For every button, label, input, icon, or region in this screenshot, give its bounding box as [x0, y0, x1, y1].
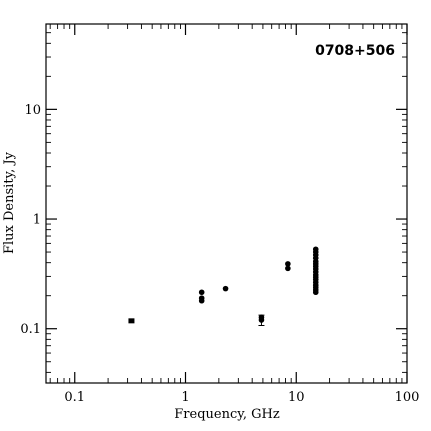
data-points	[128, 246, 319, 326]
data-point	[222, 285, 229, 292]
data-point	[198, 297, 205, 304]
data-point	[312, 289, 319, 296]
data-point	[198, 289, 205, 296]
chart-title: 0708+506	[315, 43, 395, 59]
y-tick-labels: 0.1 1 10	[20, 103, 41, 337]
plot-frame	[45, 23, 408, 384]
y-tick-label: 1	[33, 213, 41, 228]
y-axis-ticks	[46, 23, 407, 373]
x-tick-label: 1	[181, 390, 189, 405]
y-tick-label: 0.1	[20, 322, 41, 337]
y-axis-label: Flux Density, Jy	[2, 151, 17, 254]
x-tick-label: 100	[395, 390, 420, 405]
data-point	[285, 261, 291, 267]
x-tick-label: 0.1	[64, 390, 85, 405]
x-axis-ticks	[49, 24, 408, 383]
data-point	[285, 265, 291, 272]
x-tick-label: 10	[288, 390, 305, 405]
x-tick-labels: 0.1 1 10 100	[64, 390, 419, 405]
y-tick-label: 10	[24, 103, 41, 118]
data-point	[258, 314, 265, 321]
x-axis-label: Frequency, GHz	[174, 407, 280, 422]
data-point	[128, 318, 135, 324]
